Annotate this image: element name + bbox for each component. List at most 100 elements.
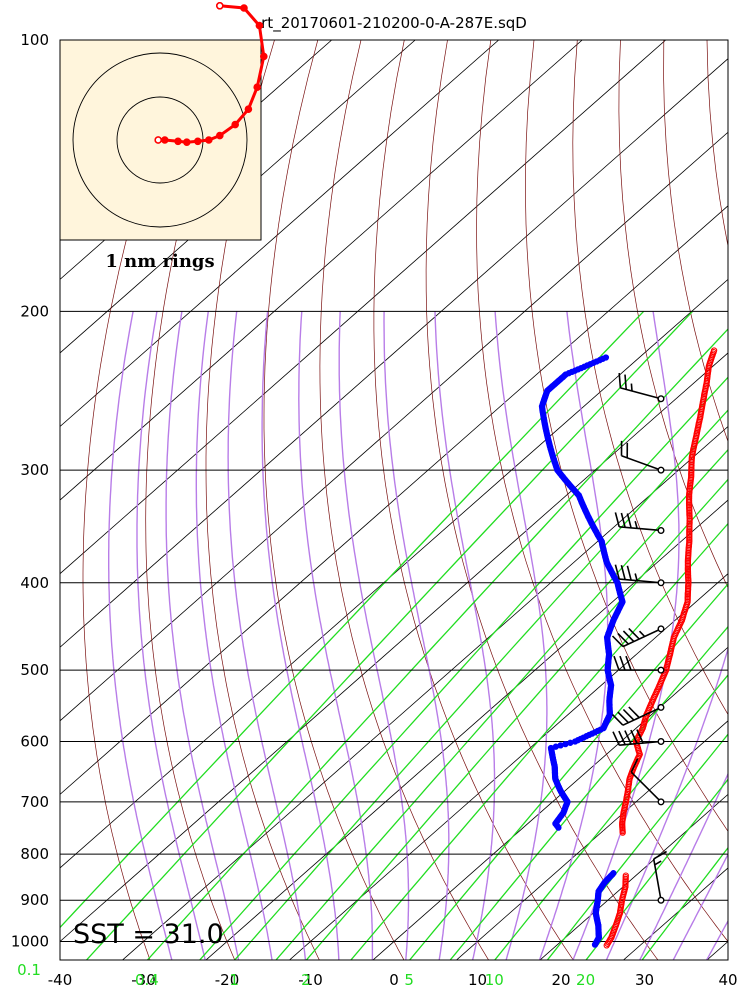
hodograph-point	[231, 120, 239, 129]
wind-barb-shaft	[620, 387, 662, 400]
wind-barb-feather	[617, 711, 629, 724]
wind-barb-half-feather	[630, 383, 633, 392]
hodograph-point	[244, 105, 253, 113]
isotherm-line	[60, 205, 728, 795]
isotherm-line	[288, 573, 728, 960]
moist-adiabat-line	[227, 311, 307, 960]
pressure-tick-label: 900	[20, 891, 49, 909]
mixing-ratio-line	[60, 310, 645, 929]
hodograph-point	[194, 137, 202, 146]
hodograph-point	[255, 21, 264, 30]
dry-adiabat-line	[663, 40, 728, 443]
moist-adiabat-line	[338, 311, 410, 960]
isotherm-line	[372, 646, 728, 960]
wind-barb	[620, 440, 665, 474]
wind-barb-feather	[613, 655, 620, 671]
moist-adiabat-line	[605, 646, 728, 960]
wind-barb-feather	[624, 730, 632, 745]
wind-barb-half-feather	[654, 860, 662, 866]
pressure-tick-label: 200	[20, 302, 49, 320]
temperature-tick-labels: -40 -30 -20 -10 0 10 20 30 40	[48, 971, 738, 989]
wind-barb-feather	[626, 565, 632, 581]
pressure-tick-label: 100	[20, 31, 49, 49]
temperature-tick-label: -10	[298, 971, 323, 989]
isotherm-line	[60, 131, 728, 722]
mixing-ratio-line	[198, 376, 728, 960]
wind-barb-station	[657, 395, 665, 403]
dewpoint-point	[591, 941, 599, 948]
wind-barb-feather	[620, 565, 626, 580]
dry-adiabat-line	[476, 40, 728, 943]
hodograph-rings-label: 1 nm rings	[105, 251, 214, 272]
temperature-tick-label: 0	[389, 971, 399, 989]
hodograph-point	[205, 136, 213, 144]
moist-adiabat-line	[261, 311, 340, 960]
pressure-tick-label: 500	[20, 661, 49, 679]
isotherm-line	[121, 425, 728, 960]
wind-barb-shaft	[652, 858, 662, 901]
wind-barb-shaft	[619, 740, 662, 746]
wind-barb-half-feather	[634, 520, 638, 529]
wind-barb-station	[657, 579, 665, 587]
mixing-ratio-line	[275, 448, 728, 960]
moist-adiabat-line	[165, 311, 240, 960]
wind-barb-feather	[619, 655, 626, 671]
wind-barb-feather	[611, 635, 624, 648]
temperature-tick-label: 20	[551, 971, 570, 989]
dry-adiabat-line	[425, 40, 659, 960]
isotherm-line	[60, 278, 728, 869]
moist-adiabat-line	[383, 311, 450, 960]
wind-barb	[614, 512, 665, 534]
isotherm-line	[60, 352, 728, 943]
wind-barb-feather	[618, 373, 622, 388]
temperature-tick-label: 30	[635, 971, 654, 989]
wind-barb-station	[657, 625, 665, 633]
temperature-tick-label: 40	[718, 971, 737, 989]
dry-adiabat-line	[319, 40, 490, 960]
moist-adiabat-line	[494, 311, 548, 960]
wind-barb-shaft	[622, 628, 662, 648]
moist-adiabat-line	[107, 311, 173, 960]
wind-barb-feather	[636, 729, 644, 744]
wind-barb	[613, 655, 665, 674]
mixing-ratio-line	[85, 310, 693, 960]
wind-barb-station	[657, 896, 665, 904]
mixing-ratio-line	[449, 625, 728, 960]
temperature-tick-label: 10	[468, 971, 487, 989]
hodograph-ring	[72, 52, 248, 228]
sounding-profiles	[538, 347, 718, 949]
pressure-tick-labels: 100 200 300 400 500 600 700 800 900 1000	[11, 31, 49, 951]
pressure-tick-label: 400	[20, 574, 49, 592]
hodograph-point	[260, 52, 268, 61]
wind-barb-feather	[617, 632, 629, 645]
hodograph-point	[240, 4, 248, 12]
wind-barb-shaft	[630, 771, 662, 803]
wind-barb-feather	[614, 512, 620, 528]
wind-barb-feather	[620, 512, 626, 528]
pressure-tick-label: 600	[20, 733, 49, 751]
wind-barb-shaft	[622, 706, 662, 726]
mixing-ratio-line	[641, 846, 728, 960]
wind-barb	[630, 758, 665, 806]
mixing-ratio-line	[408, 582, 728, 960]
wind-barb-feather	[622, 708, 635, 721]
hodograph-inset	[59, 2, 268, 241]
wind-barb-station	[657, 466, 665, 474]
wind-barb-feather	[624, 374, 627, 390]
hodograph-point	[183, 138, 191, 146]
wind-barbs	[611, 373, 667, 904]
moist-adiabat-line	[434, 311, 496, 960]
moist-adiabat-line	[136, 311, 206, 960]
moist-adiabat-line	[298, 311, 374, 960]
mixing-ratio-label: 5	[404, 971, 414, 989]
wind-barb	[618, 373, 665, 403]
mixing-ratio-line	[233, 409, 728, 960]
wind-barb-station	[657, 526, 665, 534]
mixing-ratio-line	[493, 674, 728, 960]
mixing-ratio-label: 10	[485, 971, 504, 989]
wind-barb-feather	[614, 564, 620, 580]
isotherm-line	[60, 40, 666, 575]
mixing-ratio-line	[146, 328, 728, 960]
mixing-ratio-line	[546, 733, 728, 960]
